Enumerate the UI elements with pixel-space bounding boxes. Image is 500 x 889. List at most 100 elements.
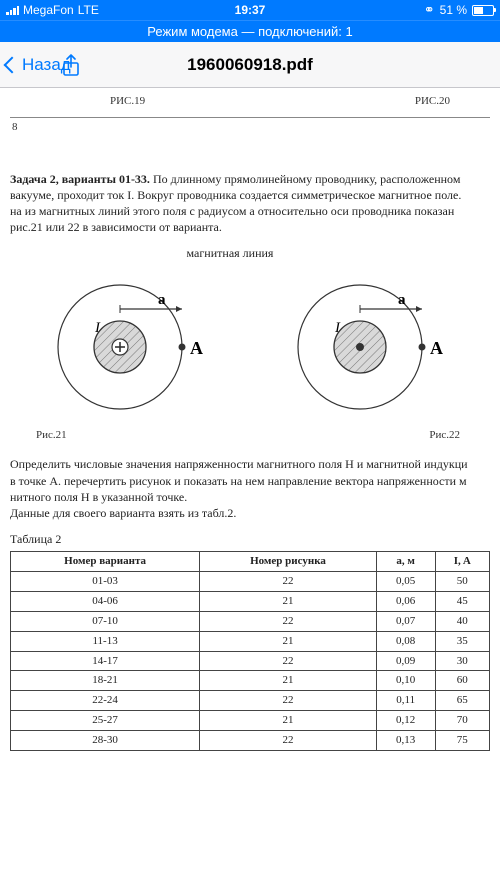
problem-line-3: на из магнитных линий этого поля с радиу… xyxy=(10,204,454,218)
table-row: 01-03220,0550 xyxy=(11,572,490,592)
post-line-1: Определить числовые значения напряженнос… xyxy=(10,457,468,471)
table-row: 14-17220,0930 xyxy=(11,651,490,671)
table-header-row: Номер варианта Номер рисунка a, м I, A xyxy=(11,552,490,572)
carrier-label: MegaFon xyxy=(23,3,74,17)
table-row: 22-24220,1165 xyxy=(11,691,490,711)
page-divider xyxy=(10,117,490,118)
table-cell: 07-10 xyxy=(11,611,200,631)
table-cell: 11-13 xyxy=(11,631,200,651)
table-cell: 01-03 xyxy=(11,572,200,592)
post-line-3: нитного поля H в указанной точке. xyxy=(10,490,187,504)
problem-text: Задача 2, варианты 01-33. По длинному пр… xyxy=(10,171,490,236)
fig22-A-label: A xyxy=(430,338,443,358)
th-2: a, м xyxy=(376,552,435,572)
figure-captions-top: РИС.19 РИС.20 xyxy=(10,94,490,115)
th-0: Номер варианта xyxy=(11,552,200,572)
table-row: 04-06210,0645 xyxy=(11,592,490,612)
table-cell: 0,07 xyxy=(376,611,435,631)
fig21-caption: Рис.21 xyxy=(36,428,67,443)
fig20-caption: РИС.20 xyxy=(415,94,450,109)
problem-line-1: По длинному прямолинейному проводнику, р… xyxy=(150,172,460,186)
diagram-top-label: магнитная линия xyxy=(0,245,490,261)
figure-22: a I A xyxy=(270,262,470,422)
problem-line-4: рис.21 или 22 в зависимости от варианта. xyxy=(10,220,222,234)
table-cell: 22-24 xyxy=(11,691,200,711)
page-title: 1960060918.pdf xyxy=(187,55,313,75)
navigation-bar: Назад 1960060918.pdf xyxy=(0,42,500,88)
fig22-I-label: I xyxy=(334,320,341,336)
document-viewer[interactable]: РИС.19 РИС.20 8 Задача 2, варианты 01-33… xyxy=(0,88,500,889)
fig22-caption: Рис.22 xyxy=(429,428,460,443)
fig21-svg: a I A xyxy=(30,262,230,422)
table-cell: 0,05 xyxy=(376,572,435,592)
table-row: 25-27210,1270 xyxy=(11,711,490,731)
table-cell: 22 xyxy=(200,691,377,711)
share-icon xyxy=(61,54,81,78)
fig19-caption: РИС.19 xyxy=(110,94,145,109)
battery-percent: 51 % xyxy=(440,3,467,17)
table-cell: 14-17 xyxy=(11,651,200,671)
table-cell: 50 xyxy=(435,572,489,592)
figure-21: a I A xyxy=(30,262,230,422)
th-3: I, A xyxy=(435,552,489,572)
table-cell: 22 xyxy=(200,572,377,592)
table-cell: 0,13 xyxy=(376,731,435,751)
fig22-svg: a I A xyxy=(270,262,470,422)
table-cell: 25-27 xyxy=(11,711,200,731)
table-cell: 0,12 xyxy=(376,711,435,731)
table-cell: 22 xyxy=(200,651,377,671)
table-cell: 21 xyxy=(200,671,377,691)
table-cell: 45 xyxy=(435,592,489,612)
table-cell: 21 xyxy=(200,592,377,612)
table-cell: 04-06 xyxy=(11,592,200,612)
table-cell: 0,09 xyxy=(376,651,435,671)
status-right: ⚭ 51 % xyxy=(424,2,494,18)
table-row: 18-21210,1060 xyxy=(11,671,490,691)
table-cell: 75 xyxy=(435,731,489,751)
tether-icon: ⚭ xyxy=(424,2,435,18)
fig21-a-label: a xyxy=(158,292,166,308)
figure-captions-bottom: Рис.21 Рис.22 xyxy=(10,428,490,443)
status-bar: MegaFon LTE 19:37 ⚭ 51 % xyxy=(0,0,500,20)
table-cell: 18-21 xyxy=(11,671,200,691)
signal-bars-icon xyxy=(6,6,19,15)
problem-title: Задача 2, варианты 01-33. xyxy=(10,172,150,186)
table-cell: 35 xyxy=(435,631,489,651)
table-row: 07-10220,0740 xyxy=(11,611,490,631)
table-cell: 0,11 xyxy=(376,691,435,711)
table-cell: 30 xyxy=(435,651,489,671)
status-time: 19:37 xyxy=(235,3,266,17)
data-table: Номер варианта Номер рисунка a, м I, A 0… xyxy=(10,551,490,750)
page-number: 8 xyxy=(12,120,490,135)
table-cell: 0,08 xyxy=(376,631,435,651)
table-cell: 22 xyxy=(200,731,377,751)
post-line-2: в точке A. перечертить рисунок и показат… xyxy=(10,474,467,488)
network-label: LTE xyxy=(78,3,99,17)
table-cell: 65 xyxy=(435,691,489,711)
table-cell: 70 xyxy=(435,711,489,731)
post-diagram-text: Определить числовые значения напряженнос… xyxy=(10,456,490,521)
chevron-left-icon xyxy=(4,56,21,73)
table-cell: 0,10 xyxy=(376,671,435,691)
fig22-a-label: a xyxy=(398,292,406,308)
post-line-4: Данные для своего варианта взять из табл… xyxy=(10,506,236,520)
battery-icon xyxy=(472,5,494,16)
table-cell: 28-30 xyxy=(11,731,200,751)
table-row: 11-13210,0835 xyxy=(11,631,490,651)
status-left: MegaFon LTE xyxy=(6,3,424,17)
table-cell: 40 xyxy=(435,611,489,631)
tethering-banner[interactable]: Режим модема — подключений: 1 xyxy=(0,20,500,42)
share-button[interactable] xyxy=(61,54,79,76)
diagram-row: a I A xyxy=(10,262,490,422)
table-cell: 60 xyxy=(435,671,489,691)
fig21-A-label: A xyxy=(190,338,203,358)
tethering-label: Режим модема — подключений: 1 xyxy=(147,24,352,39)
table-row: 28-30220,1375 xyxy=(11,731,490,751)
table-cell: 21 xyxy=(200,631,377,651)
table-caption: Таблица 2 xyxy=(10,531,490,547)
th-1: Номер рисунка xyxy=(200,552,377,572)
table-cell: 0,06 xyxy=(376,592,435,612)
fig21-I-label: I xyxy=(94,320,101,336)
table-cell: 22 xyxy=(200,611,377,631)
table-cell: 21 xyxy=(200,711,377,731)
